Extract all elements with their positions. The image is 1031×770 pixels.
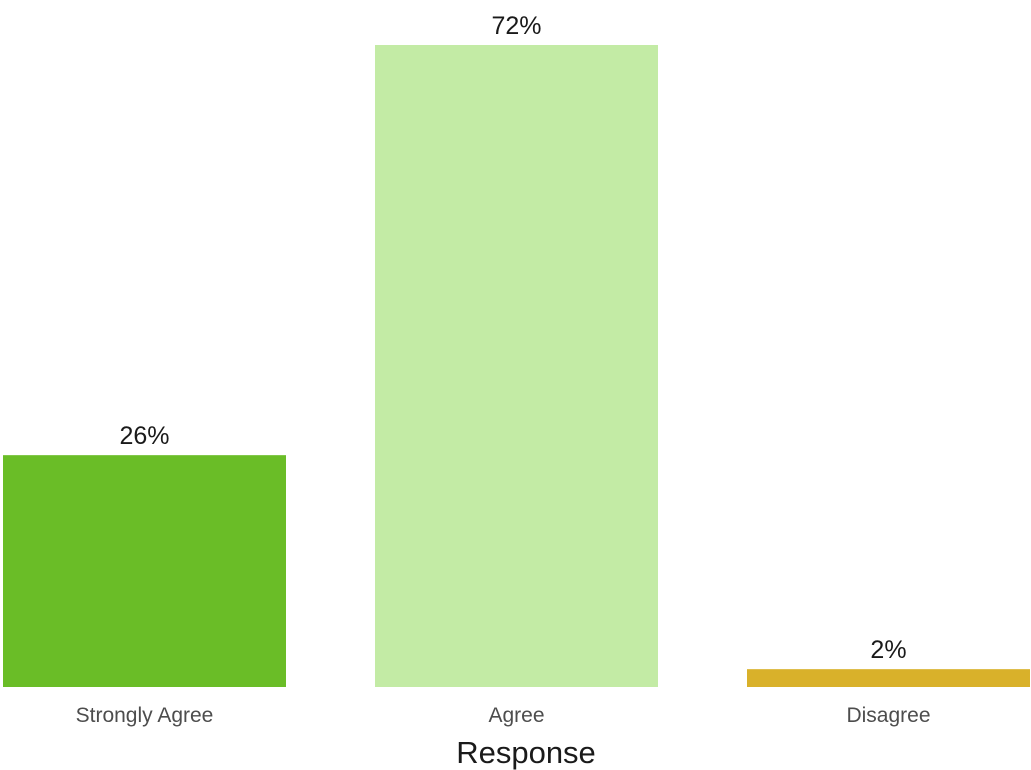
value-labels-group: 26% 72% 2% [119, 12, 906, 664]
bars-group [3, 45, 1030, 687]
x-tick-labels-group: Strongly Agree Agree Disagree [76, 704, 931, 727]
value-label-agree: 72% [491, 12, 541, 40]
x-axis-title: Response [456, 735, 596, 770]
value-label-disagree: 2% [870, 636, 906, 664]
bar-strongly-agree [3, 455, 286, 687]
bar-disagree [747, 669, 1030, 687]
x-tick-label-agree: Agree [488, 704, 544, 727]
x-tick-label-disagree: Disagree [846, 704, 930, 727]
bar-agree [375, 45, 658, 687]
value-label-strongly-agree: 26% [119, 422, 169, 450]
x-tick-label-strongly-agree: Strongly Agree [76, 704, 214, 727]
